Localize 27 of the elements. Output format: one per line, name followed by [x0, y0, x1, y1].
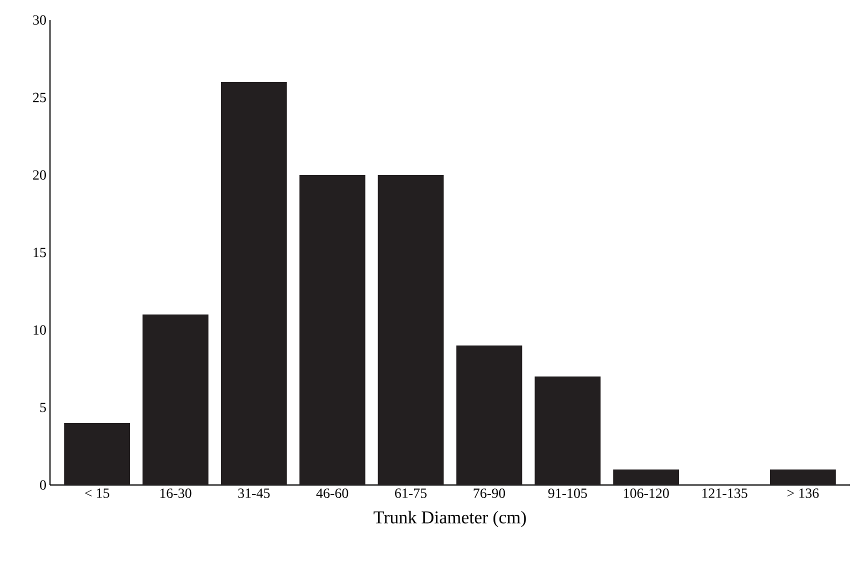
x-tick-label: 106-120: [624, 488, 669, 498]
bar: [613, 470, 680, 485]
y-tick-label: 0: [40, 480, 46, 490]
x-tick-label: 16-30: [160, 488, 192, 498]
x-tick-label: < 15: [85, 488, 110, 498]
y-tick-label: 25: [33, 92, 46, 102]
x-tick-label: 91-105: [548, 488, 587, 498]
bar: [378, 175, 444, 485]
y-tick-label: 30: [33, 15, 46, 25]
bar: [142, 314, 208, 485]
x-tick-label: 31-45: [238, 488, 270, 498]
bar: [770, 470, 836, 485]
bar: [534, 376, 601, 485]
y-tick-label: 15: [34, 248, 46, 258]
y-tick-label: 5: [40, 402, 46, 412]
x-axis-title: Trunk Diameter (cm): [374, 510, 526, 528]
x-tick-label: > 136: [787, 488, 819, 498]
x-tick-label: 61-75: [395, 488, 427, 498]
y-tick-label: 20: [33, 170, 46, 180]
x-tick-label: 46-60: [316, 488, 348, 498]
x-tick-label: 76-90: [474, 488, 506, 498]
y-tick-label: 10: [34, 325, 46, 335]
bar: [299, 175, 366, 485]
x-tick-label: 121-135: [702, 488, 748, 498]
bar: [64, 423, 130, 485]
bar: [220, 82, 287, 485]
bar: [456, 346, 522, 485]
